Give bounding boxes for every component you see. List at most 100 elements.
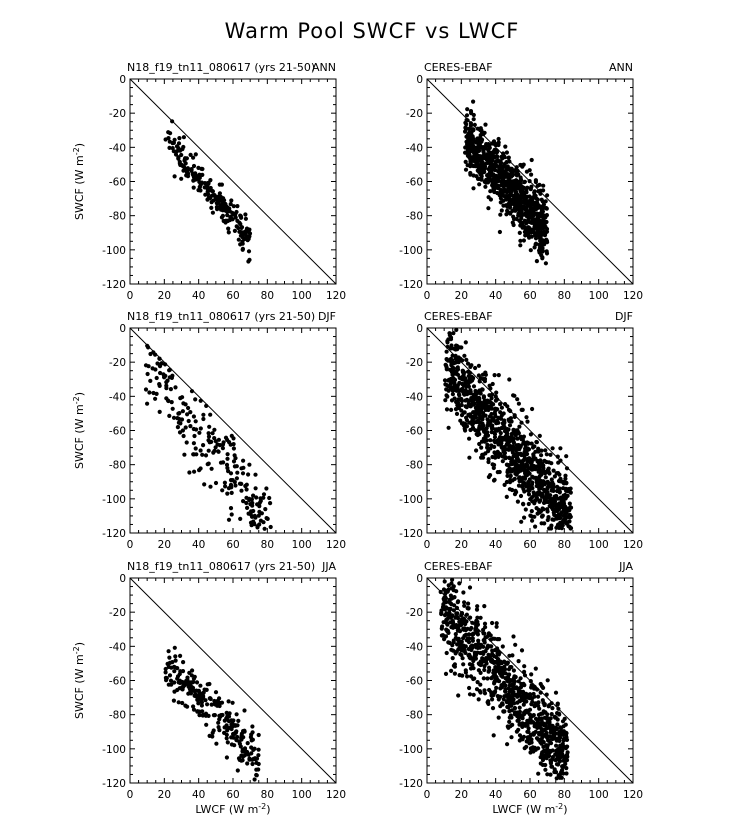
data-point <box>515 499 521 504</box>
y-tick-label: -60 <box>406 426 423 438</box>
data-point <box>493 398 498 403</box>
data-point <box>235 470 240 475</box>
data-point <box>489 691 494 696</box>
data-point <box>518 238 523 243</box>
data-point <box>536 233 541 238</box>
data-point <box>535 482 540 487</box>
data-point <box>153 396 158 401</box>
data-point <box>564 752 570 758</box>
data-point <box>166 398 171 404</box>
data-point <box>557 501 562 506</box>
data-point <box>167 655 172 660</box>
data-point <box>549 712 554 717</box>
data-point <box>538 740 543 745</box>
data-point <box>568 490 573 495</box>
data-point <box>550 723 555 728</box>
data-point <box>564 771 569 776</box>
data-point <box>516 195 521 200</box>
data-point <box>555 722 560 727</box>
data-point <box>503 660 508 665</box>
data-point <box>521 734 527 739</box>
data-point <box>489 644 494 649</box>
data-point <box>234 729 239 734</box>
data-point <box>490 620 495 626</box>
data-point <box>220 446 225 451</box>
data-point <box>472 122 477 127</box>
data-point <box>556 736 561 741</box>
data-point <box>463 145 468 150</box>
data-point <box>463 340 468 345</box>
data-point <box>217 717 222 722</box>
data-point <box>545 480 550 485</box>
data-point <box>522 699 527 704</box>
data-point <box>550 446 555 451</box>
data-point <box>489 396 494 401</box>
data-point <box>529 184 534 189</box>
data-point <box>176 155 181 160</box>
data-point <box>253 486 258 491</box>
data-point <box>540 506 545 511</box>
data-point <box>220 213 225 218</box>
data-point <box>464 139 469 144</box>
y-tick-label: -80 <box>406 460 423 472</box>
data-point <box>244 500 249 506</box>
data-point <box>470 155 475 160</box>
data-point <box>500 644 505 649</box>
data-point <box>468 172 473 177</box>
data-point <box>527 477 532 482</box>
data-point <box>541 188 546 193</box>
data-point <box>474 645 479 650</box>
data-point <box>486 633 491 639</box>
data-point <box>532 686 537 691</box>
data-point <box>478 415 483 420</box>
data-point <box>235 204 240 209</box>
data-point <box>452 603 457 608</box>
x-tick-label: 120 <box>326 539 346 551</box>
data-point <box>462 603 467 608</box>
data-point <box>229 433 234 438</box>
data-point <box>478 408 484 413</box>
data-point <box>456 357 461 362</box>
data-point <box>504 181 509 186</box>
data-point <box>557 489 562 494</box>
data-point <box>172 689 177 694</box>
data-point <box>500 459 505 464</box>
data-point <box>541 202 547 207</box>
data-point <box>553 690 559 695</box>
data-point <box>471 676 476 682</box>
data-point <box>529 672 534 677</box>
data-point <box>489 411 494 417</box>
data-point <box>172 645 177 650</box>
data-point <box>475 680 480 685</box>
x-tick-label: 40 <box>489 539 502 551</box>
data-point <box>465 118 470 123</box>
data-point <box>197 430 202 435</box>
data-point <box>507 487 512 492</box>
y-tick-label: -120 <box>102 279 126 291</box>
data-point <box>522 673 528 678</box>
y-axis-label: SWCF (W m-2) <box>72 392 87 469</box>
data-point <box>192 469 197 474</box>
data-point <box>511 634 516 639</box>
data-point <box>498 452 503 457</box>
data-point <box>245 238 250 243</box>
data-point <box>492 432 498 437</box>
data-point <box>499 193 504 198</box>
data-point <box>220 712 225 718</box>
data-point <box>194 680 200 685</box>
data-point <box>231 204 236 209</box>
y-tick-label: -20 <box>406 108 423 120</box>
data-point <box>487 170 493 175</box>
y-tick-label: 0 <box>416 74 423 86</box>
data-point <box>169 400 174 405</box>
data-point <box>211 198 216 203</box>
data-point <box>466 379 471 384</box>
data-point <box>452 361 457 366</box>
data-point <box>529 484 534 489</box>
data-point <box>180 669 186 674</box>
data-point <box>532 723 538 728</box>
data-point <box>224 710 229 716</box>
data-point <box>230 478 235 483</box>
data-point <box>475 615 480 620</box>
data-point <box>172 174 177 179</box>
